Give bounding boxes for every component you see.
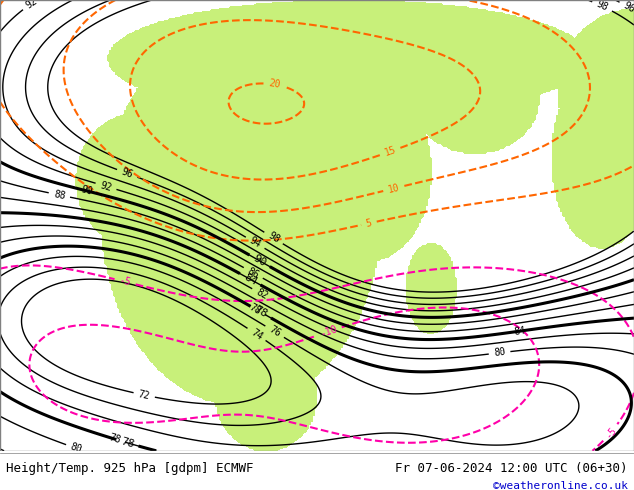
Text: 82: 82 <box>254 287 269 301</box>
Text: 86: 86 <box>246 266 261 280</box>
Text: ©weatheronline.co.uk: ©weatheronline.co.uk <box>493 481 628 490</box>
Text: Fr 07-06-2024 12:00 UTC (06+30): Fr 07-06-2024 12:00 UTC (06+30) <box>395 462 628 475</box>
Text: 15: 15 <box>383 145 398 158</box>
Text: 96: 96 <box>120 167 134 180</box>
Text: 88: 88 <box>53 189 66 201</box>
Text: 84: 84 <box>513 325 526 337</box>
Text: -5: -5 <box>603 425 618 441</box>
Text: 94: 94 <box>248 235 262 250</box>
Text: 98: 98 <box>595 0 610 13</box>
Text: 96: 96 <box>621 0 634 15</box>
Text: 90: 90 <box>251 253 268 269</box>
Text: 10: 10 <box>387 182 401 195</box>
Text: Height/Temp. 925 hPa [gdpm] ECMWF: Height/Temp. 925 hPa [gdpm] ECMWF <box>6 462 254 475</box>
Text: 90: 90 <box>80 185 94 197</box>
Text: 78: 78 <box>252 304 269 320</box>
Text: 80: 80 <box>493 347 506 359</box>
Text: 20: 20 <box>268 78 281 90</box>
Text: 78: 78 <box>248 302 263 317</box>
Text: 78: 78 <box>107 433 122 445</box>
Text: 5: 5 <box>365 218 373 229</box>
Text: 92: 92 <box>99 180 113 193</box>
Text: 74: 74 <box>249 327 264 342</box>
Text: 72: 72 <box>138 389 151 401</box>
Text: -10: -10 <box>319 324 339 339</box>
Text: 92: 92 <box>24 0 39 11</box>
Text: 84: 84 <box>242 271 259 287</box>
Text: -5: -5 <box>118 275 132 288</box>
Text: 76: 76 <box>267 324 282 339</box>
Text: 98: 98 <box>266 231 281 245</box>
Text: 80: 80 <box>69 441 84 455</box>
Text: 78: 78 <box>119 436 135 449</box>
